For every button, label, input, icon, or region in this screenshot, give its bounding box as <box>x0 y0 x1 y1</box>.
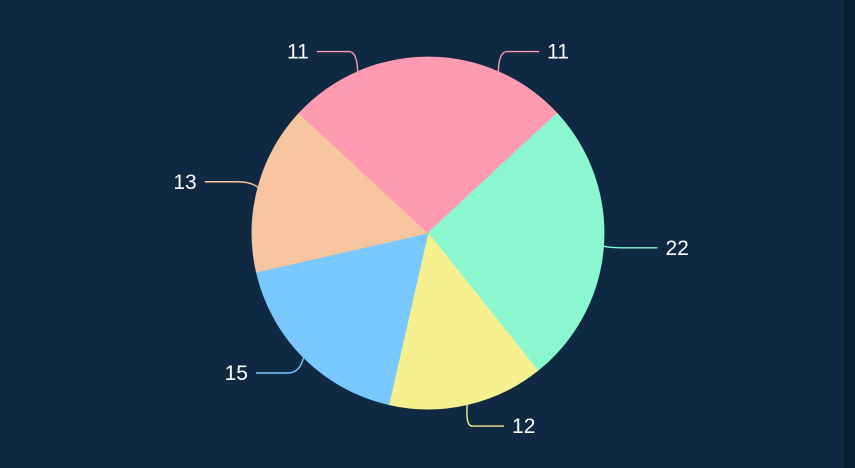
leader-line-1 <box>603 245 658 249</box>
data-label-2: 12 <box>512 415 535 438</box>
window-edge <box>844 0 855 468</box>
pie-slice-5 <box>298 56 429 234</box>
pie-slice-0 <box>427 56 558 234</box>
pie-data-labels: 11 22 12 15 13 11 <box>173 41 688 439</box>
data-label-3: 15 <box>225 362 248 385</box>
data-label-5: 11 <box>287 41 309 64</box>
data-label-0: 11 <box>547 41 569 64</box>
pie-slice-1 <box>427 112 605 372</box>
leader-line-2 <box>466 404 505 427</box>
data-label-1: 22 <box>665 237 688 260</box>
leader-line-5 <box>316 50 359 72</box>
leader-line-4 <box>204 181 259 188</box>
leader-line-0 <box>497 50 540 72</box>
leader-line-3 <box>255 357 305 374</box>
pie-slice-4 <box>251 112 429 273</box>
pie-slice-2 <box>388 232 539 410</box>
data-label-4: 13 <box>173 171 196 194</box>
pie-slices <box>251 56 605 410</box>
pie-slice-3 <box>255 232 429 406</box>
